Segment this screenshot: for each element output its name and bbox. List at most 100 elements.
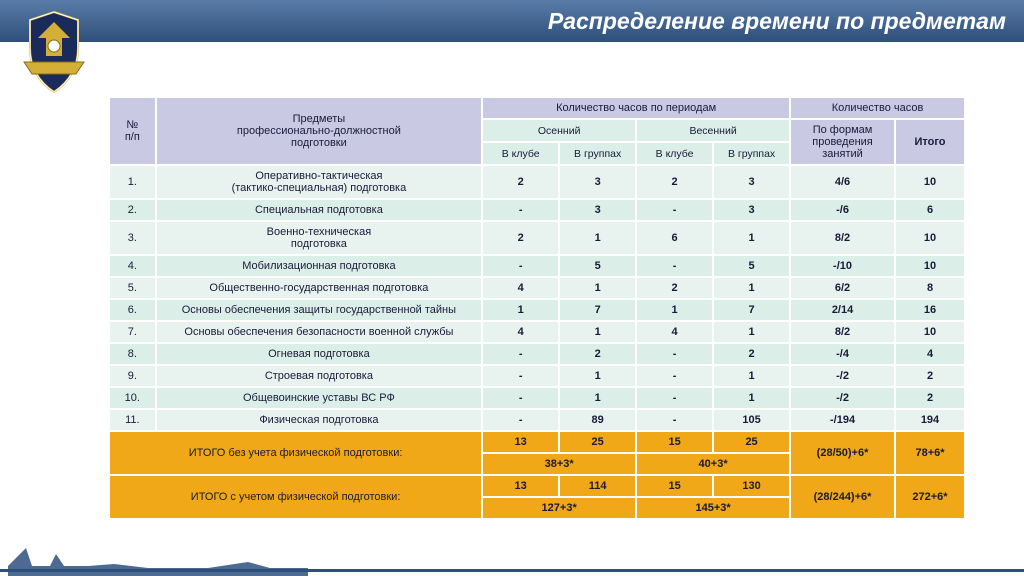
table-row: 7.Основы обеспечения безопасности военно…	[109, 321, 965, 343]
total-cell: 145+3*	[636, 497, 790, 519]
cell-value: 194	[895, 409, 965, 431]
cell-value: 16	[895, 299, 965, 321]
cell-value: -	[482, 387, 559, 409]
cell-value: 6	[636, 221, 713, 255]
cell-value: 1	[559, 221, 636, 255]
total-cell: 130	[713, 475, 790, 497]
cell-subject: Огневая подготовка	[156, 343, 483, 365]
col-s-club: В клубе	[636, 142, 713, 165]
table-row: 11.Физическая подготовка-89-105-/194194	[109, 409, 965, 431]
table-row: 8.Огневая подготовка-2-2-/44	[109, 343, 965, 365]
cell-value: -	[636, 387, 713, 409]
cell-value: 6/2	[790, 277, 895, 299]
total-cell: (28/50)+6*	[790, 431, 895, 475]
cell-value: 10	[895, 165, 965, 199]
table-row: 9.Строевая подготовка-1-1-/22	[109, 365, 965, 387]
cell-num: 11.	[109, 409, 156, 431]
cell-num: 10.	[109, 387, 156, 409]
cell-value: -	[482, 255, 559, 277]
cell-value: 2	[636, 165, 713, 199]
col-num: № п/п	[109, 97, 156, 165]
cell-value: 1	[713, 365, 790, 387]
cell-num: 1.	[109, 165, 156, 199]
total-cell: 25	[559, 431, 636, 453]
cell-value: -/194	[790, 409, 895, 431]
cell-value: -	[482, 409, 559, 431]
cell-num: 9.	[109, 365, 156, 387]
footer-line	[0, 569, 1024, 572]
cell-value: 3	[713, 165, 790, 199]
cell-value: -	[636, 409, 713, 431]
cell-value: 10	[895, 321, 965, 343]
cell-value: -	[482, 199, 559, 221]
col-a-group: В группах	[559, 142, 636, 165]
cell-value: 2	[895, 365, 965, 387]
cell-value: 4	[482, 321, 559, 343]
cell-value: 4	[482, 277, 559, 299]
cell-subject: Мобилизационная подготовка	[156, 255, 483, 277]
cell-num: 7.	[109, 321, 156, 343]
col-a-club: В клубе	[482, 142, 559, 165]
total-cell: 38+3*	[482, 453, 636, 475]
col-periods: Количество часов по периодам	[482, 97, 790, 119]
cell-value: 1	[636, 299, 713, 321]
cell-value: -	[636, 255, 713, 277]
col-autumn: Осенний	[482, 119, 636, 142]
cell-value: 1	[713, 387, 790, 409]
cell-value: 5	[713, 255, 790, 277]
cell-value: 1	[713, 321, 790, 343]
cell-value: 3	[559, 199, 636, 221]
cell-value: 8/2	[790, 221, 895, 255]
cell-value: 8	[895, 277, 965, 299]
cell-num: 8.	[109, 343, 156, 365]
cell-value: 7	[713, 299, 790, 321]
cell-value: 2	[559, 343, 636, 365]
cell-value: 2	[482, 165, 559, 199]
cell-value: -	[636, 365, 713, 387]
col-hours: Количество часов	[790, 97, 965, 119]
cell-subject: Физическая подготовка	[156, 409, 483, 431]
cell-value: 1	[559, 365, 636, 387]
cell-value: 7	[559, 299, 636, 321]
cell-value: 2	[482, 221, 559, 255]
total-cell: 114	[559, 475, 636, 497]
cell-value: 2	[713, 343, 790, 365]
table-row: 10.Общевоинские уставы ВС РФ-1-1-/22	[109, 387, 965, 409]
col-subject: Предметы профессионально-должностной под…	[156, 97, 483, 165]
cell-value: 4	[636, 321, 713, 343]
page-title: Распределение времени по предметам	[548, 8, 1006, 35]
cell-subject: Военно-техническая подготовка	[156, 221, 483, 255]
cell-value: 2	[636, 277, 713, 299]
total-row: ИТОГО с учетом физической подготовки:131…	[109, 475, 965, 497]
cell-num: 5.	[109, 277, 156, 299]
total-cell: 15	[636, 431, 713, 453]
cell-value: -/2	[790, 365, 895, 387]
cell-value: 3	[713, 199, 790, 221]
cell-value: 10	[895, 255, 965, 277]
total-cell: ИТОГО с учетом физической подготовки:	[109, 475, 482, 519]
cell-value: 1	[713, 277, 790, 299]
table-row: 4.Мобилизационная подготовка-5-5-/1010	[109, 255, 965, 277]
cell-value: -	[482, 343, 559, 365]
cell-subject: Основы обеспечения защиты государственно…	[156, 299, 483, 321]
total-cell: 78+6*	[895, 431, 965, 475]
cell-num: 4.	[109, 255, 156, 277]
cell-value: 105	[713, 409, 790, 431]
header-bar: Распределение времени по предметам	[0, 0, 1024, 42]
total-cell: 25	[713, 431, 790, 453]
cell-subject: Оперативно-тактическая (тактико-специаль…	[156, 165, 483, 199]
cell-num: 2.	[109, 199, 156, 221]
total-cell: 272+6*	[895, 475, 965, 519]
cell-value: 1	[713, 221, 790, 255]
total-row: ИТОГО без учета физической подготовки:13…	[109, 431, 965, 453]
col-total: Итого	[895, 119, 965, 165]
schedule-table: № п/п Предметы профессионально-должностн…	[108, 96, 966, 520]
table-row: 6.Основы обеспечения защиты государствен…	[109, 299, 965, 321]
table-row: 3.Военно-техническая подготовка21618/210	[109, 221, 965, 255]
cell-value: -	[636, 199, 713, 221]
cell-value: 2/14	[790, 299, 895, 321]
cell-value: 2	[895, 387, 965, 409]
cell-value: 5	[559, 255, 636, 277]
cell-subject: Общевоинские уставы ВС РФ	[156, 387, 483, 409]
cell-value: 10	[895, 221, 965, 255]
